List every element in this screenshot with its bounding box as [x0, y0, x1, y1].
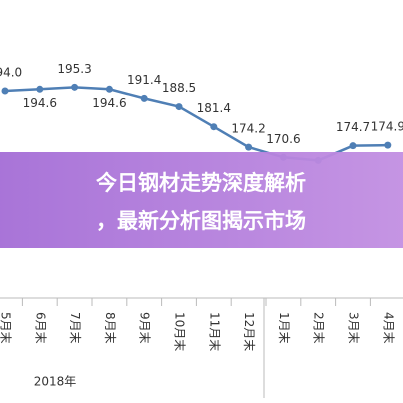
x-tick-label: 12月末: [242, 312, 256, 351]
x-tick-label: 10月末: [173, 312, 187, 351]
x-tick-label: 3月末: [347, 312, 361, 344]
point: [140, 94, 148, 102]
x-tick-label: 8月末: [103, 312, 117, 344]
point: [71, 83, 79, 91]
point: [1, 87, 9, 95]
data-label: 181.4: [197, 101, 231, 115]
x-tick-label: 5月末: [0, 312, 13, 344]
point: [175, 103, 183, 111]
x-tick-label: 4月末: [381, 312, 395, 344]
point: [210, 123, 218, 131]
x-tick-label: 7月末: [68, 312, 82, 344]
data-label: 170.6: [266, 132, 300, 146]
x-tick-label: 11月末: [207, 312, 221, 351]
point: [105, 85, 113, 93]
banner: 今日钢材走势深度解析 ，最新分析图揭示市场: [0, 152, 403, 248]
data-label: 188.5: [162, 81, 196, 95]
data-label: 194.0: [0, 66, 22, 80]
year-label: 2018年: [34, 375, 77, 389]
x-tick-label: 2月末: [312, 312, 326, 344]
data-label: 174.2: [231, 122, 265, 136]
point: [384, 141, 392, 149]
banner-bg: [0, 152, 403, 248]
point: [245, 143, 253, 151]
plot: 5月末 6月末 7月末 8月末 9月末 10月末 11月末 12月末 1月末 2月末 3月末 4月末 1…: [0, 62, 403, 351]
x-tick-label: 9月末: [138, 312, 152, 344]
series-line: [4, 86, 388, 162]
data-label: 195.3: [57, 62, 91, 76]
x-tick-label: 1月末: [277, 312, 291, 344]
data-label: 191.4: [127, 73, 161, 87]
data-label: 174.7: [336, 120, 370, 134]
x-tick-label: 6月末: [33, 312, 47, 344]
point: [349, 142, 357, 150]
data-label: 194.6: [92, 96, 126, 110]
point: [36, 85, 44, 93]
data-label: 174.9: [371, 120, 403, 134]
banner-line: 今日钢材走势深度解析: [96, 171, 306, 195]
banner-line: ，最新分析图揭示市场: [96, 209, 306, 233]
data-label: 194.6: [23, 96, 57, 110]
